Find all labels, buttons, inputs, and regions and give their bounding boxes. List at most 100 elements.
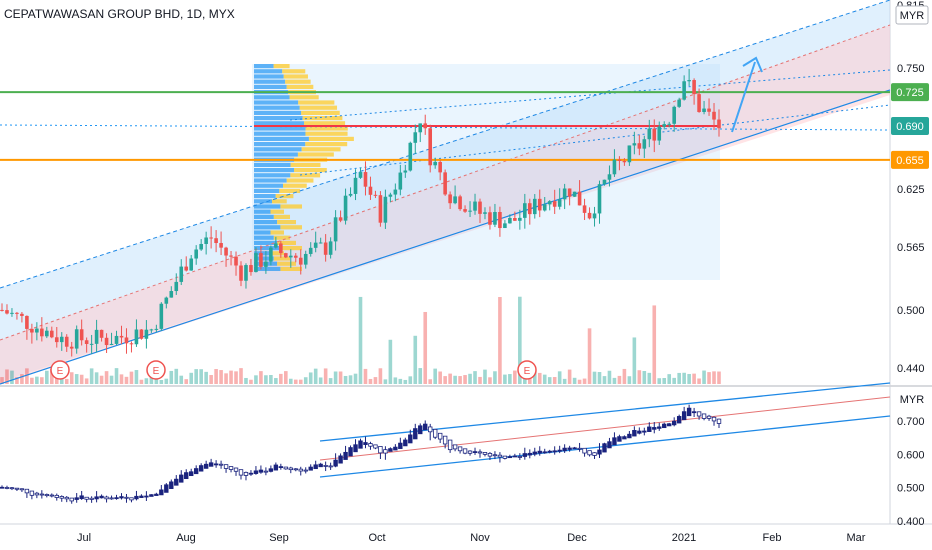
candle-body xyxy=(99,329,104,338)
candle-body xyxy=(338,217,343,221)
profile-bar-down xyxy=(304,121,346,126)
candle-body xyxy=(508,218,512,224)
ha-body xyxy=(607,441,612,449)
candle-body xyxy=(413,132,418,143)
profile-bar-up xyxy=(254,69,283,74)
ha-body xyxy=(408,434,413,444)
volume-bar xyxy=(164,378,169,384)
volume-bar xyxy=(308,372,313,384)
ha-body xyxy=(213,463,219,466)
candle-body xyxy=(20,313,24,316)
time-axis[interactable]: Jul Aug Sep Oct Nov Dec 2021 Feb Mar xyxy=(77,532,866,544)
profile-bar-down xyxy=(299,105,338,110)
candle-body xyxy=(518,217,522,221)
volume-bar xyxy=(652,305,657,384)
volume-bar xyxy=(254,375,258,384)
volume-bar xyxy=(532,370,537,384)
candle-body xyxy=(408,142,413,171)
ha-body xyxy=(84,496,89,500)
ha-body xyxy=(637,430,642,434)
sub-price-axis[interactable]: 0.700 0.600 0.500 0.400 xyxy=(897,416,925,528)
ha-body xyxy=(308,466,313,471)
ha-body xyxy=(169,481,174,489)
ha-body xyxy=(89,497,94,500)
ha-body xyxy=(129,497,134,501)
volume-bar xyxy=(662,378,667,384)
ha-body xyxy=(652,427,657,430)
candle-body xyxy=(513,218,517,221)
volume-bar xyxy=(592,371,597,384)
candle-body xyxy=(647,128,652,140)
volume-bar xyxy=(224,373,228,384)
volume-bar xyxy=(503,374,507,384)
volume-bar xyxy=(333,371,338,384)
ha-body xyxy=(263,470,269,473)
volume-bar xyxy=(488,377,492,384)
candle-body xyxy=(244,265,248,281)
candle-body xyxy=(707,108,711,112)
volume-bar xyxy=(388,339,393,384)
candle-body xyxy=(5,310,9,314)
volume-bar xyxy=(537,372,542,384)
earnings-marker-circle xyxy=(517,360,537,380)
volume-bar xyxy=(64,378,69,384)
ha-body xyxy=(437,432,443,440)
profile-bar-up xyxy=(254,266,281,271)
ha-body xyxy=(208,462,214,467)
volume-bar xyxy=(45,370,49,384)
candle-body xyxy=(453,196,457,204)
candle-body xyxy=(448,194,452,204)
volume-bar xyxy=(657,378,662,384)
ha-body xyxy=(14,487,20,490)
candle-body xyxy=(174,281,179,292)
volume-bar xyxy=(717,371,721,384)
profile-bar-down xyxy=(305,126,348,131)
ha-body xyxy=(343,451,348,460)
profile-bar-up xyxy=(254,246,281,251)
profile-bar-down xyxy=(298,100,335,105)
ha-body xyxy=(323,465,328,467)
ha-body xyxy=(313,464,318,470)
horizontal-levels[interactable] xyxy=(0,91,890,161)
time-tick-label: Aug xyxy=(176,532,196,544)
profile-bar-up xyxy=(254,64,274,69)
candle-body xyxy=(0,309,4,311)
projection-arrow[interactable] xyxy=(731,56,763,133)
candle-body xyxy=(443,172,447,195)
candle-body xyxy=(119,335,124,338)
candle-body xyxy=(602,179,607,185)
volume-bar xyxy=(473,371,477,384)
profile-bar-down xyxy=(282,69,306,74)
profile-bar-up xyxy=(254,209,271,214)
ha-body xyxy=(647,426,652,432)
channel-lines[interactable] xyxy=(0,0,891,385)
candle-body xyxy=(323,242,328,255)
volume-bar xyxy=(204,371,208,384)
ha-body xyxy=(328,465,333,468)
currency-badge-main[interactable] xyxy=(895,5,929,25)
candle-body xyxy=(259,253,263,267)
heikin-ashi-candles xyxy=(0,404,722,504)
ha-body xyxy=(457,446,463,452)
volume-bars xyxy=(0,296,721,384)
volume-profile[interactable] xyxy=(254,64,354,271)
volume-bar xyxy=(373,377,378,384)
candle-body xyxy=(478,201,482,214)
profile-bar-up xyxy=(254,199,272,204)
ha-body xyxy=(338,455,343,464)
ha-body xyxy=(238,469,244,476)
ha-body xyxy=(452,444,458,450)
volume-bar xyxy=(418,368,423,384)
volume-bar xyxy=(159,379,164,384)
candle-body xyxy=(677,99,681,107)
volume-bar xyxy=(607,370,612,384)
profile-bar-down xyxy=(280,204,302,209)
candle-body xyxy=(463,209,467,212)
profile-bar-down xyxy=(302,116,343,121)
volume-bar xyxy=(303,377,308,384)
profile-bar-up xyxy=(254,240,278,245)
ha-body xyxy=(69,497,74,502)
candle-body xyxy=(702,108,706,113)
